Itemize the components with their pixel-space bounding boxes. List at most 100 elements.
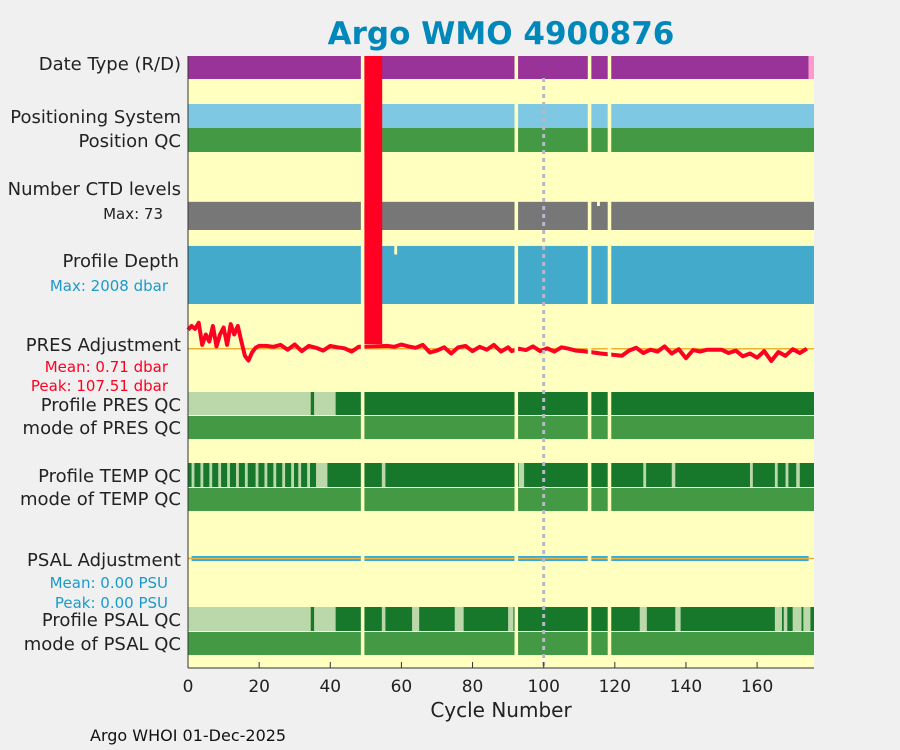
- temp-qc-light-band: [643, 463, 647, 487]
- cycle-gap: [607, 56, 612, 668]
- x-tick-label: 60: [391, 677, 413, 697]
- profile-psal-qc-bar: [335, 607, 814, 631]
- psal-qc-light-band: [792, 607, 802, 631]
- profile-depth-dip: [572, 238, 575, 244]
- temp-qc-light-band: [381, 463, 386, 487]
- temp-qc-light-band: [307, 463, 310, 487]
- temp-qc-light-band: [282, 463, 286, 487]
- overlays: [364, 56, 546, 668]
- pres-mean-label: Mean: 0.71 dbar: [45, 358, 169, 376]
- cycle-gaps: [360, 56, 612, 668]
- adjustment-lines: [186, 320, 814, 560]
- profile-depth-dip: [394, 238, 398, 255]
- x-tick-label: 20: [248, 677, 270, 697]
- profile-depth-dip: [728, 238, 732, 243]
- row-label-position-qc: Position QC: [78, 131, 181, 152]
- ctd-levels-dip: [465, 198, 469, 201]
- psal-qc-light-band: [412, 607, 420, 631]
- depth-max-label: Max: 2008 dbar: [50, 277, 169, 295]
- row-label-mode-pres-qc: mode of PRES QC: [23, 418, 181, 439]
- psal-qc-light-band: [454, 607, 464, 631]
- ctd-levels-dip: [671, 198, 675, 201]
- profile-pres-qc-bar: [335, 392, 814, 415]
- row-label-mode-psal-qc: mode of PSAL QC: [24, 634, 181, 655]
- x-tick-label: 100: [527, 677, 559, 697]
- temp-qc-light-band: [236, 463, 239, 487]
- temp-qc-light-band: [291, 463, 294, 487]
- cycle-gap: [587, 56, 592, 668]
- footer-text: Argo WHOI 01-Dec-2025: [90, 726, 286, 745]
- temp-qc-light-band: [796, 463, 800, 487]
- chart-title: Argo WMO 4900876: [328, 16, 675, 52]
- profile-depth-dip: [212, 238, 216, 245]
- ctd-levels-dip: [241, 198, 245, 202]
- profile-depth-dip: [739, 238, 743, 245]
- psal-qc-light-band: [783, 607, 788, 631]
- ctd-levels-dip: [597, 198, 600, 206]
- profile-psal-qc-bar: [188, 607, 311, 631]
- psal-qc-light-band: [639, 607, 647, 631]
- temp-qc-light-band: [298, 463, 302, 487]
- profile-psal-qc-bar: [314, 607, 336, 631]
- x-axis-ticks: 0 20 40 60 80 100 120 140 160: [183, 662, 773, 697]
- row-label-date-type: Date Type (R/D): [39, 54, 181, 75]
- profile-psal-qc-bar: [310, 607, 315, 631]
- profile-depth-dip: [244, 238, 248, 245]
- ctd-levels-dip: [561, 198, 565, 200]
- plot-background: [188, 56, 814, 668]
- ctd-levels-dip: [305, 198, 309, 201]
- profile-temp-qc-bar: [188, 463, 814, 487]
- temp-qc-light-band: [200, 463, 204, 487]
- date-type-end-bar: [808, 56, 814, 79]
- row-label-pres-adjustment: PRES Adjustment: [26, 335, 181, 356]
- temp-qc-light-band: [749, 463, 753, 487]
- x-axis-label: Cycle Number: [430, 698, 572, 722]
- temp-qc-light-band: [671, 463, 676, 487]
- temp-qc-light-band: [273, 463, 277, 487]
- temp-qc-light-band: [785, 463, 789, 487]
- row-label-profile-depth: Profile Depth: [62, 251, 179, 272]
- temp-qc-light-band: [227, 463, 230, 487]
- ctd-levels-dip: [212, 198, 216, 202]
- date-type-bar: [188, 56, 809, 79]
- x-tick-label: 80: [462, 677, 484, 697]
- position-qc-bar: [188, 128, 814, 152]
- psal-qc-light-band: [803, 607, 811, 631]
- psal-peak-label: Peak: 0.00 PSU: [55, 594, 168, 612]
- profile-pres-qc-bar: [314, 392, 336, 415]
- x-tick-label: 40: [319, 677, 341, 697]
- ctd-max-label: Max: 73: [103, 205, 163, 223]
- psal-qc-light-band: [508, 607, 514, 631]
- row-label-psal-adjustment: PSAL Adjustment: [27, 550, 181, 571]
- ctd-levels-bar: [188, 201, 814, 230]
- ctd-levels-dip: [796, 198, 800, 202]
- temp-qc-light-band: [518, 463, 525, 487]
- ctd-levels-dip: [508, 198, 511, 201]
- ctd-levels-dip: [351, 198, 355, 202]
- pres-peak-label: Peak: 107.51 dbar: [31, 377, 169, 395]
- x-tick-label: 0: [183, 677, 194, 697]
- pres-adjustment-line: [186, 320, 808, 363]
- psal-qc-light-band: [381, 607, 386, 631]
- ctd-levels-dip: [195, 198, 198, 202]
- x-tick-label: 160: [741, 677, 773, 697]
- temp-qc-light-band: [244, 463, 248, 487]
- temp-qc-light-band: [316, 463, 328, 487]
- temp-qc-light-band: [264, 463, 268, 487]
- mode-temp-qc-bar: [188, 488, 814, 511]
- row-label-positioning-system: Positioning System: [10, 107, 181, 128]
- profile-pres-qc-bar: [310, 392, 315, 415]
- row-label-mode-temp-qc: mode of TEMP QC: [20, 489, 181, 510]
- x-tick-label: 120: [599, 677, 631, 697]
- mode-pres-qc-bar: [188, 416, 814, 439]
- profile-depth-bar: [188, 245, 814, 304]
- temp-qc-light-band: [774, 463, 778, 487]
- temp-qc-light-band: [191, 463, 195, 487]
- temp-qc-light-band: [255, 463, 259, 487]
- mode-psal-qc-bar: [188, 632, 814, 655]
- temp-qc-light-band: [209, 463, 213, 487]
- pres-spike-highlight: [364, 56, 383, 344]
- psal-qc-light-band: [774, 607, 782, 631]
- temp-qc-light-band: [218, 463, 222, 487]
